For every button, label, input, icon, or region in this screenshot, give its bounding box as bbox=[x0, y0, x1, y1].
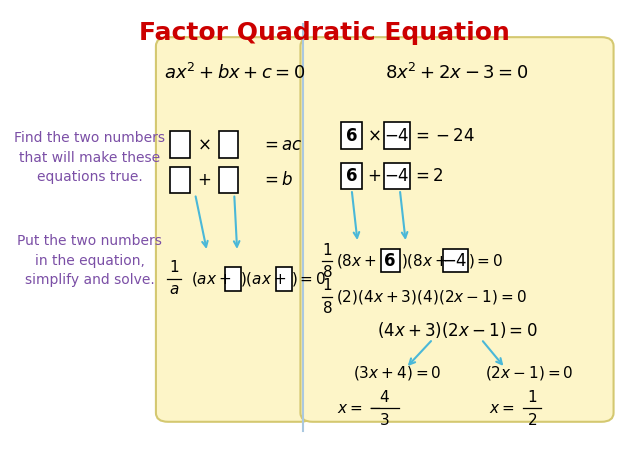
Text: $a$: $a$ bbox=[169, 282, 179, 297]
Text: $=-24$: $=-24$ bbox=[412, 126, 475, 144]
FancyBboxPatch shape bbox=[384, 122, 410, 149]
FancyBboxPatch shape bbox=[225, 266, 241, 291]
Text: $1$: $1$ bbox=[322, 277, 332, 293]
Text: $-4$: $-4$ bbox=[443, 252, 468, 270]
FancyBboxPatch shape bbox=[300, 37, 614, 422]
Text: $\times$: $\times$ bbox=[198, 135, 211, 153]
Text: $)=0$: $)=0$ bbox=[468, 252, 503, 270]
Text: $(2x-1)=0$: $(2x-1)=0$ bbox=[485, 364, 574, 382]
Text: $-4$: $-4$ bbox=[384, 126, 409, 144]
FancyBboxPatch shape bbox=[171, 131, 189, 158]
Text: $+$: $+$ bbox=[197, 171, 211, 189]
Text: $x=-$: $x=-$ bbox=[337, 401, 382, 416]
FancyBboxPatch shape bbox=[341, 162, 362, 189]
Text: Put the two numbers
in the equation,
simplify and solve.: Put the two numbers in the equation, sim… bbox=[17, 234, 162, 287]
Text: $(8x+$: $(8x+$ bbox=[336, 252, 377, 270]
Text: $1$: $1$ bbox=[322, 242, 332, 257]
FancyBboxPatch shape bbox=[381, 249, 400, 272]
Text: $1$: $1$ bbox=[527, 389, 537, 405]
FancyBboxPatch shape bbox=[219, 167, 238, 194]
Text: $4$: $4$ bbox=[379, 389, 390, 405]
Text: $+$: $+$ bbox=[367, 167, 381, 185]
Text: $8x^2+2x-3=0$: $8x^2+2x-3=0$ bbox=[386, 63, 529, 83]
Text: $(4x+3)(2x-1)=0$: $(4x+3)(2x-1)=0$ bbox=[377, 320, 537, 340]
Text: $= b$: $= b$ bbox=[261, 171, 293, 189]
Text: $=2$: $=2$ bbox=[412, 167, 443, 185]
Text: $(2)(4x+3)(4)(2x-1)=0$: $(2)(4x+3)(4)(2x-1)=0$ bbox=[336, 288, 527, 306]
Text: Factor Quadratic Equation: Factor Quadratic Equation bbox=[139, 21, 510, 45]
FancyBboxPatch shape bbox=[156, 37, 312, 422]
Text: $2$: $2$ bbox=[527, 412, 537, 427]
FancyBboxPatch shape bbox=[277, 266, 292, 291]
FancyBboxPatch shape bbox=[341, 122, 362, 149]
Text: $= ac$: $= ac$ bbox=[261, 135, 303, 153]
Text: $)=0$: $)=0$ bbox=[292, 270, 327, 288]
Text: 6: 6 bbox=[346, 126, 357, 144]
Text: $8$: $8$ bbox=[322, 300, 332, 316]
Text: $3$: $3$ bbox=[379, 412, 390, 427]
Text: 6: 6 bbox=[384, 252, 396, 270]
Text: $(3x+4)=0$: $(3x+4)=0$ bbox=[352, 364, 441, 382]
Text: $ax^2+bx+c=0$: $ax^2+bx+c=0$ bbox=[164, 63, 305, 83]
Text: $\times$: $\times$ bbox=[367, 126, 381, 144]
Text: Find the two numbers
that will make these
equations true.: Find the two numbers that will make thes… bbox=[14, 131, 165, 184]
Text: $8$: $8$ bbox=[322, 264, 332, 280]
Text: 6: 6 bbox=[346, 167, 357, 185]
Text: $(ax+$: $(ax+$ bbox=[191, 270, 231, 288]
Text: $)(ax+$: $)(ax+$ bbox=[240, 270, 287, 288]
FancyBboxPatch shape bbox=[219, 131, 238, 158]
FancyBboxPatch shape bbox=[443, 249, 468, 272]
Text: $)(8x+$: $)(8x+$ bbox=[401, 252, 448, 270]
Text: $1$: $1$ bbox=[169, 260, 179, 275]
Text: $x=$: $x=$ bbox=[488, 401, 514, 416]
FancyBboxPatch shape bbox=[171, 167, 189, 194]
Text: $-4$: $-4$ bbox=[384, 167, 409, 185]
FancyBboxPatch shape bbox=[384, 162, 410, 189]
